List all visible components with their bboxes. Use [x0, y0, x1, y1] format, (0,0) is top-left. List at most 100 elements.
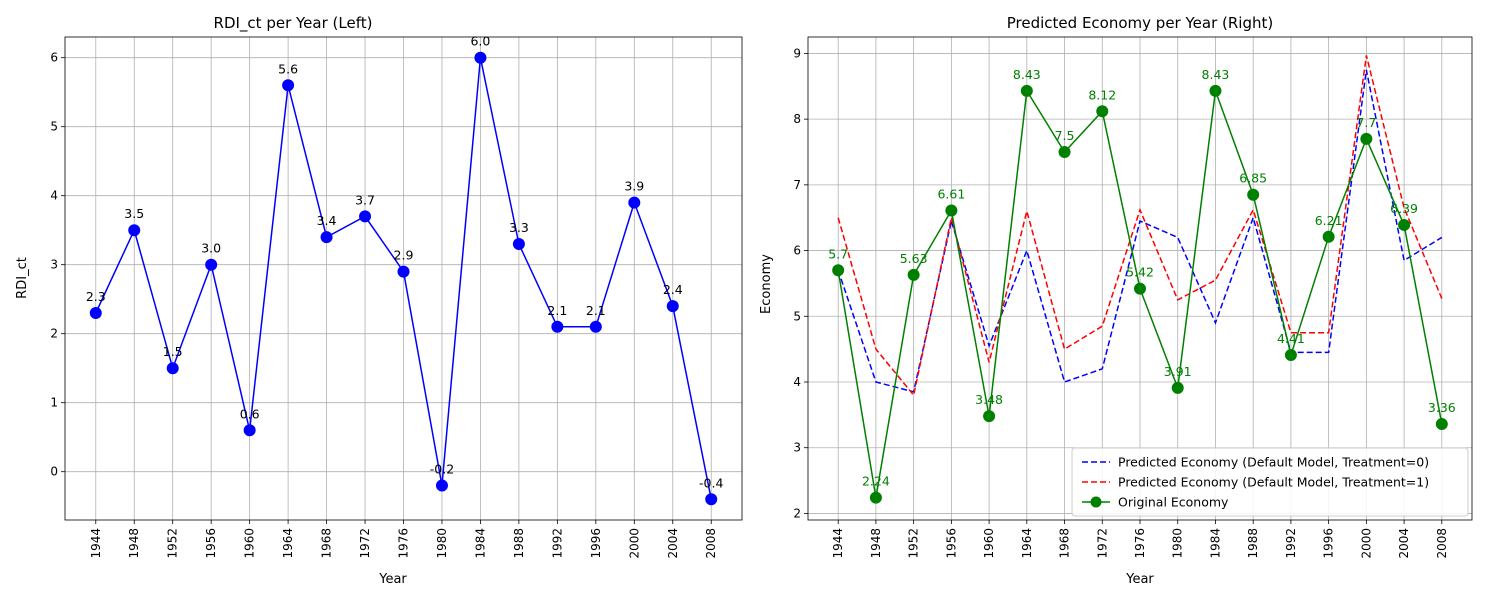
left-chart-x-axis-label: Year: [378, 572, 407, 587]
right-chart-x-tick-label-1968: 1968: [1058, 528, 1072, 559]
right-chart-x-tick-label-1992: 1992: [1284, 528, 1298, 559]
left-chart-x-tick-label-1968: 1968: [320, 528, 334, 559]
right-chart-y-tick-label-8: 8: [793, 112, 801, 126]
left-chart-series-0-data-label-2000: 3.9: [624, 179, 644, 194]
left-chart-x-tick-label-1980: 1980: [435, 528, 449, 559]
right-chart-series-2-data-label-2008: 3.36: [1428, 400, 1456, 415]
right-chart-series-2-data-label-1984: 8.43: [1202, 67, 1230, 82]
left-chart-series-0-point-2000: [628, 196, 641, 209]
left-chart-x-tick-label-1964: 1964: [281, 528, 295, 559]
left-chart-series-0-point-1960: [243, 424, 256, 437]
left-chart-series-0-point-1964: [282, 79, 295, 92]
right-chart-series-2-point-1972: [1096, 105, 1109, 118]
left-chart-series-0-data-label-1976: 2.9: [394, 248, 414, 263]
left-chart-x-tick-label-1956: 1956: [204, 528, 218, 559]
right-chart-series-2-data-label-2004: 6.39: [1390, 201, 1418, 216]
right-chart-y-tick-label-4: 4: [793, 375, 801, 389]
left-chart-x-tick-label-2008: 2008: [704, 528, 718, 559]
right-chart-series-2-point-1956: [945, 204, 958, 217]
left-chart-x-tick-label-2004: 2004: [666, 528, 680, 559]
right-chart-x-tick-label-1960: 1960: [982, 528, 996, 559]
right-chart-y-tick-label-9: 9: [793, 46, 801, 60]
right-chart-y-tick-label-2: 2: [793, 506, 801, 520]
left-chart-series: 2.3 3.5 1.5 3.0 0.6 5.6 3.4 3.7 2.9 -0.2 6.0 3.3 2.1…: [86, 34, 723, 506]
left-chart-series-0-data-label-1984: 6.0: [470, 34, 490, 49]
left-chart-series-0-point-1948: [128, 224, 141, 237]
left-chart-series-0-point-2008: [705, 493, 718, 506]
right-chart-series-2-point-1980: [1171, 381, 1184, 394]
left-chart-series-0-point-1976: [397, 265, 410, 278]
right-chart-series-2-point-1992: [1284, 349, 1297, 362]
right-chart-legend-label-0: Predicted Economy (Default Model, Treatm…: [1118, 455, 1429, 470]
right-chart-x-tick-label-1944: 1944: [831, 528, 845, 559]
left-chart-y-tick-label-4: 4: [50, 189, 58, 203]
left-chart-grid: [65, 37, 742, 520]
right-chart-series-2-data-label-1956: 6.61: [937, 186, 965, 201]
right-chart-y-tick-label-3: 3: [793, 441, 801, 455]
left-chart-series-0-data-label-1948: 3.5: [124, 206, 144, 221]
left-chart-series-0-data-label-1992: 2.1: [547, 303, 567, 318]
right-chart-x-tick-label-2000: 2000: [1359, 528, 1373, 559]
right-chart-series-2-data-label-1976: 5.42: [1126, 265, 1154, 280]
right-chart-series-2-data-label-1944: 5.7: [828, 246, 848, 261]
left-chart-series-0-data-label-1980: -0.2: [430, 462, 454, 477]
right-chart-series-2-point-1996: [1322, 230, 1335, 243]
left-chart-series-0-point-1988: [512, 238, 525, 250]
right-chart-series-2-point-1988: [1247, 188, 1260, 201]
right-chart-x-tick-label-2008: 2008: [1435, 528, 1449, 559]
right-chart-series-2-data-label-1988: 6.85: [1239, 171, 1267, 186]
left-chart-series-0-point-2004: [666, 300, 679, 313]
right-chart-series-2-point-2000: [1360, 132, 1373, 145]
left-chart-series-0-data-label-1952: 1.5: [163, 344, 183, 359]
right-chart-series-2-point-1952: [907, 268, 920, 281]
right-chart-series-2-point-1948: [869, 491, 882, 504]
left-chart-series-0-point-1984: [474, 51, 487, 64]
left-chart-y-tick-label-1: 1: [50, 396, 58, 410]
right-chart-x-tick-label-1948: 1948: [869, 528, 883, 559]
right-chart-legend-label-2: Original Economy: [1118, 495, 1229, 510]
right-chart-legend: Predicted Economy (Default Model, Treatm…: [1071, 447, 1469, 517]
right-chart-title: Predicted Economy per Year (Right): [1007, 14, 1273, 32]
left-chart-series-0-data-label-1944: 2.3: [86, 289, 106, 304]
right-chart-x-axis-label: Year: [1125, 572, 1154, 587]
left-chart-series-0-point-1956: [205, 258, 218, 271]
right-chart-series-2-point-1976: [1134, 282, 1146, 295]
right-chart-series: 5.7 2.24 5.63 6.61 3.48 8.43 7.5 8.12 5.42 3.91 8.…: [828, 55, 1456, 504]
right-chart-x-tick-label-1952: 1952: [907, 528, 921, 559]
right-chart-series-2-data-label-1980: 3.91: [1164, 364, 1192, 379]
right-chart-y-tick-label-6: 6: [793, 244, 801, 258]
left-chart-y-tick-label-2: 2: [50, 327, 58, 341]
left-chart-title: RDI_ct per Year (Left): [214, 14, 373, 33]
left-chart-y-tick-label-6: 6: [50, 51, 58, 65]
right-chart-series-2-point-1964: [1020, 84, 1033, 97]
right-chart-series-2-data-label-1952: 5.63: [900, 251, 928, 266]
left-chart-series-0-point-1952: [166, 362, 179, 375]
left-chart-series-0-data-label-1960: 0.6: [240, 406, 260, 421]
left-chart-x-tick-label-1992: 1992: [550, 528, 564, 559]
right-chart-series-2-point-1968: [1058, 146, 1071, 158]
right-chart-series-2-data-label-1972: 8.12: [1088, 87, 1116, 102]
right-chart-x-tick-label-1984: 1984: [1208, 528, 1222, 559]
right-chart-x-tick-label-1972: 1972: [1095, 528, 1109, 559]
left-chart-series-0-data-label-1972: 3.7: [355, 192, 375, 207]
right-chart-plot-frame: [807, 36, 1473, 521]
right-chart-x-tick-label-1956: 1956: [944, 528, 958, 559]
left-chart-series-0-point-1992: [551, 320, 564, 333]
right-chart-series-2-data-label-1964: 8.43: [1013, 67, 1041, 82]
left-chart: RDI_ct per Year (Left) 2.3 3.5 1.5 3.0 0.6 5.…: [15, 14, 743, 587]
right-chart-series-2-data-label-1992: 4.41: [1277, 331, 1305, 346]
right-chart-y-tick-label-7: 7: [793, 178, 801, 192]
left-chart-y-axis-label: RDI_ct: [15, 257, 30, 299]
right-chart-x-tick-label-1980: 1980: [1171, 528, 1185, 559]
left-chart-y-tick-label-3: 3: [50, 258, 58, 272]
left-chart-x-tick-label-1984: 1984: [473, 528, 487, 559]
left-chart-x-tick-label-1952: 1952: [166, 528, 180, 559]
left-chart-x-tick-label-1996: 1996: [589, 528, 603, 559]
left-chart-series-0-data-label-1956: 3.0: [201, 241, 221, 256]
right-chart-series-2-data-label-1996: 6.21: [1315, 213, 1343, 228]
right-chart-x-tick-label-1964: 1964: [1020, 528, 1034, 559]
left-chart-axes: 1944 1948 1952 1956 1960 1964 1968 1972 1976 1980…: [50, 36, 743, 559]
right-chart-series-2-point-1984: [1209, 84, 1222, 97]
left-chart-series-0-data-label-1968: 3.4: [317, 213, 337, 228]
right-chart-series-2-data-label-2000: 7.7: [1356, 115, 1376, 130]
